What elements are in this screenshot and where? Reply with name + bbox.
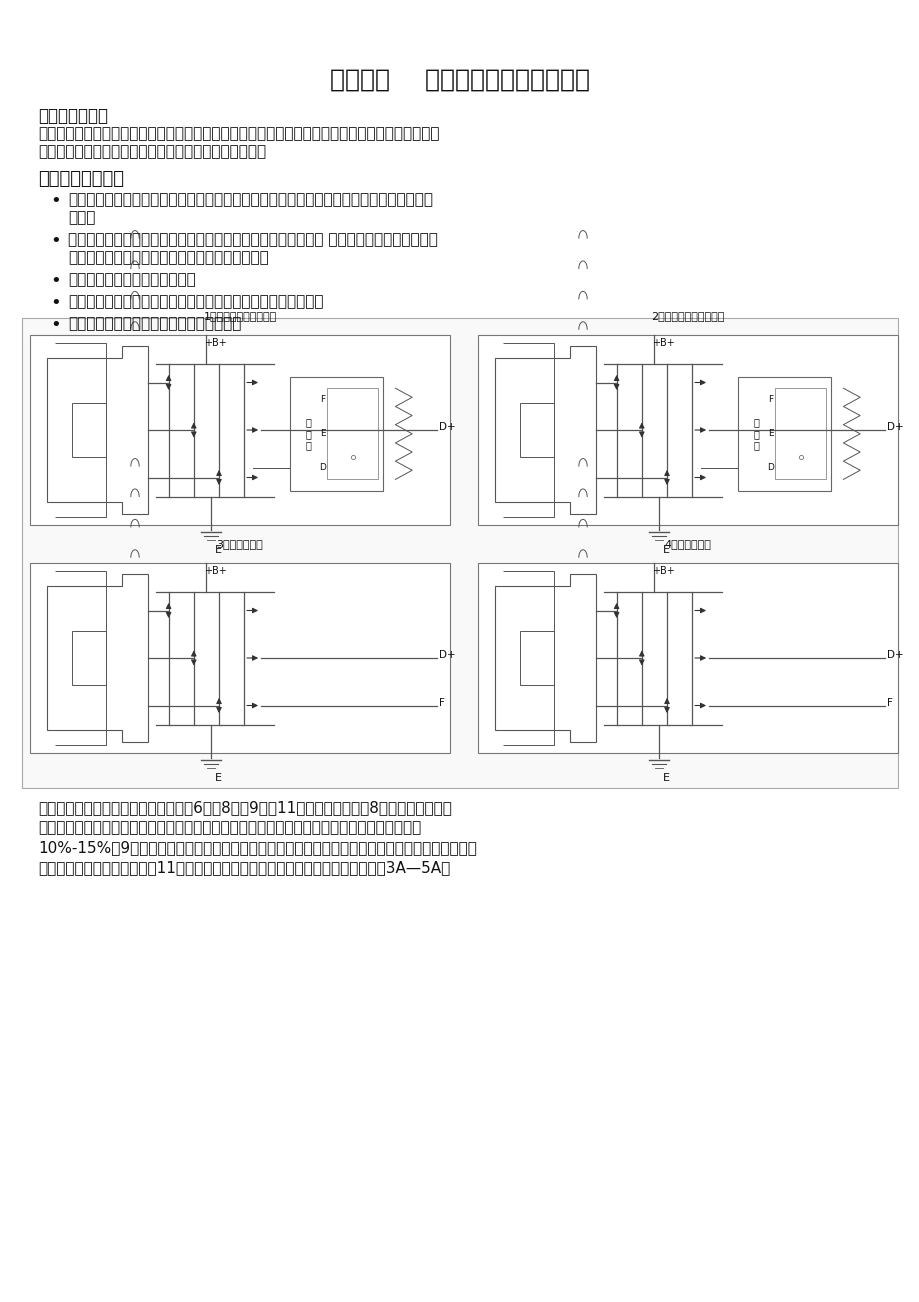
Text: E: E: [214, 546, 221, 555]
Text: •: •: [50, 294, 61, 312]
Text: 增加了两个二极管，使三相绕组的三次谐波在中性点叠加，经整流后可将发电机的输出功率提高: 增加了两个二极管，使三相绕组的三次谐波在中性点叠加，经整流后可将发电机的输出功率…: [38, 820, 421, 835]
Text: E: E: [662, 773, 669, 783]
Text: F: F: [320, 395, 325, 404]
Bar: [30, 562, 449, 753]
Text: 按是否带有真空泵可分为带泵交流发电机与非带泵交流发电机。: 按是否带有真空泵可分为带泵交流发电机与非带泵交流发电机。: [68, 294, 323, 309]
Bar: [478, 335, 897, 525]
Text: F: F: [439, 698, 445, 707]
Text: F: F: [767, 395, 773, 404]
Text: 汽车用的发电机是三相交流发电机。原理是通过旋转磁场把机械能转变成电能。再通过二极管整流后: 汽车用的发电机是三相交流发电机。原理是通过旋转磁场把机械能转变成电能。再通过二极…: [38, 126, 439, 141]
Text: 调节器在发电机外部搭铁的，叫外搭铁式发电机。: 调节器在发电机外部搭铁的，叫外搭铁式发电机。: [68, 250, 268, 266]
Text: •: •: [50, 316, 61, 335]
Text: 1、带调节器外搭铁线路: 1、带调节器外搭铁线路: [203, 311, 277, 322]
Text: D: D: [318, 464, 325, 473]
Bar: [775, 388, 825, 479]
Text: +B+: +B+: [652, 339, 675, 348]
Text: +B+: +B+: [204, 339, 227, 348]
Text: +B+: +B+: [204, 566, 227, 575]
Text: 交流发电机简介: 交流发电机简介: [38, 107, 108, 125]
Text: 3、外搭铁线路: 3、外搭铁线路: [216, 539, 263, 549]
Text: F: F: [887, 698, 892, 707]
Text: D+: D+: [887, 650, 903, 660]
Text: 4、内搭铁线路: 4、内搭铁线路: [664, 539, 710, 549]
Bar: [738, 376, 830, 491]
Text: 分为有刷发电机与无刷发电机。: 分为有刷发电机与无刷发电机。: [68, 272, 196, 286]
Text: 调
节
器: 调 节 器: [754, 417, 759, 450]
Text: 交流发电机的分类: 交流发电机的分类: [38, 171, 124, 187]
Bar: [30, 335, 449, 525]
Text: 按磁场方式分：电磁发电机和永磁发电机。: 按磁场方式分：电磁发电机和永磁发电机。: [68, 316, 241, 331]
Text: E: E: [662, 546, 669, 555]
Text: D+: D+: [887, 422, 903, 432]
Text: 输出的直流电来供汽车上电器设备用电并对蓄电池充电。: 输出的直流电来供汽车上电器设备用电并对蓄电池充电。: [38, 145, 266, 159]
Text: D+: D+: [439, 422, 456, 432]
Text: •: •: [50, 191, 61, 210]
Text: 按电机整流组件二及管的个数，可分为6管、8管、9管及11管交流发电机等。8管发电机在中性点: 按电机整流组件二及管的个数，可分为6管、8管、9管及11管交流发电机等。8管发电…: [38, 799, 451, 815]
Text: 去了结构相对复杂的继电器。11管发电机增加了两个中性点二极管，三个激磁二极管3A—5A。: 去了结构相对复杂的继电器。11管发电机增加了两个中性点二极管，三个激磁二极管3A…: [38, 861, 449, 875]
Text: +B+: +B+: [652, 566, 675, 575]
Text: E: E: [320, 430, 325, 439]
Text: D+: D+: [439, 650, 456, 660]
Text: E: E: [767, 430, 773, 439]
Text: 发电机磁场线圈输出端在发电机内部搭铁，称为内搭铁式发电机 磁场线圈输出端通过发电机: 发电机磁场线圈输出端在发电机内部搭铁，称为内搭铁式发电机 磁场线圈输出端通过发电…: [68, 232, 437, 247]
Text: •: •: [50, 272, 61, 290]
Text: •: •: [50, 232, 61, 250]
Text: 器）。: 器）。: [68, 210, 96, 225]
Text: E: E: [214, 773, 221, 783]
Text: D: D: [766, 464, 773, 473]
Bar: [478, 562, 897, 753]
Text: 第一部分    无刷发电机的结构和原理: 第一部分 无刷发电机的结构和原理: [330, 68, 589, 92]
Text: 10%-15%。9管发电机增加了三个功率较小的激磁管，可用充电指示灯来表示发电机的工作情况，省: 10%-15%。9管发电机增加了三个功率较小的激磁管，可用充电指示灯来表示发电机…: [38, 840, 476, 855]
Bar: [290, 376, 382, 491]
Text: 调
节
器: 调 节 器: [306, 417, 312, 450]
Bar: [327, 388, 378, 479]
Text: 2、带调节器内搭铁线路: 2、带调节器内搭铁线路: [651, 311, 724, 322]
Text: 按发电机是否带有调节器可分为整体式交流发电机（内置调节器）与交流发电机（外置调节: 按发电机是否带有调节器可分为整体式交流发电机（内置调节器）与交流发电机（外置调节: [68, 191, 433, 207]
Bar: [22, 318, 897, 788]
